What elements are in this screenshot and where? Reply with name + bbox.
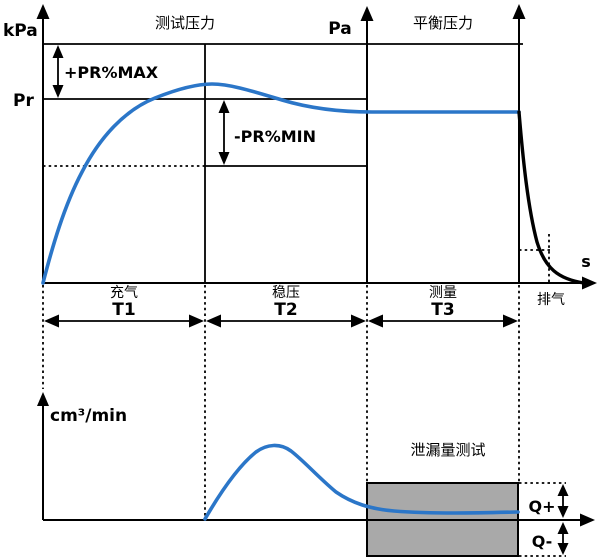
pressure-curve bbox=[41, 82, 521, 285]
phase2-name: 稳压 bbox=[272, 285, 300, 301]
max-tolerance-arrow bbox=[52, 45, 64, 98]
phase3-code: T3 bbox=[431, 300, 454, 320]
pa-unit-label: Pa bbox=[328, 19, 351, 39]
measure-end-axis-arrow-icon bbox=[512, 4, 526, 19]
exhaust-label: 排气 bbox=[537, 292, 565, 308]
test-pressure-title: 测试压力 bbox=[155, 14, 215, 32]
phase3-duration-arrow bbox=[368, 314, 518, 328]
q-plus-range-arrow bbox=[557, 484, 569, 518]
exhaust-curve bbox=[517, 110, 586, 285]
phase1-duration-arrow bbox=[44, 314, 204, 328]
phase1-code: T1 bbox=[112, 300, 135, 320]
flow-curve bbox=[203, 443, 520, 521]
q-minus-label: Q- bbox=[532, 532, 553, 551]
phase2-code: T2 bbox=[274, 300, 297, 320]
pressure-y-axis-arrow-icon bbox=[36, 4, 50, 19]
min-tolerance-label: -PR%MIN bbox=[234, 127, 316, 146]
q-plus-label: Q+ bbox=[528, 497, 555, 516]
phase3-name: 测量 bbox=[429, 285, 457, 301]
pa-axis-arrow-icon bbox=[360, 6, 374, 21]
balance-pressure-title: 平衡压力 bbox=[413, 14, 473, 32]
phase1-name: 充气 bbox=[110, 285, 138, 301]
flow-unit-label: cm³/min bbox=[50, 406, 127, 426]
flow-x-axis-arrow-icon bbox=[580, 513, 595, 527]
flow-y-axis-arrow-icon bbox=[37, 392, 49, 406]
min-tolerance-arrow bbox=[218, 100, 230, 165]
q-minus-range-arrow bbox=[557, 522, 569, 555]
phase2-duration-arrow bbox=[206, 314, 366, 328]
max-tolerance-label: +PR%MAX bbox=[64, 63, 159, 82]
time-axis-arrow-icon bbox=[582, 276, 597, 290]
kpa-unit-label: kPa bbox=[3, 21, 38, 41]
pr-label: Pr bbox=[13, 91, 34, 111]
time-unit-label: s bbox=[581, 252, 591, 271]
leak-test-title: 泄漏量测试 bbox=[410, 441, 485, 459]
